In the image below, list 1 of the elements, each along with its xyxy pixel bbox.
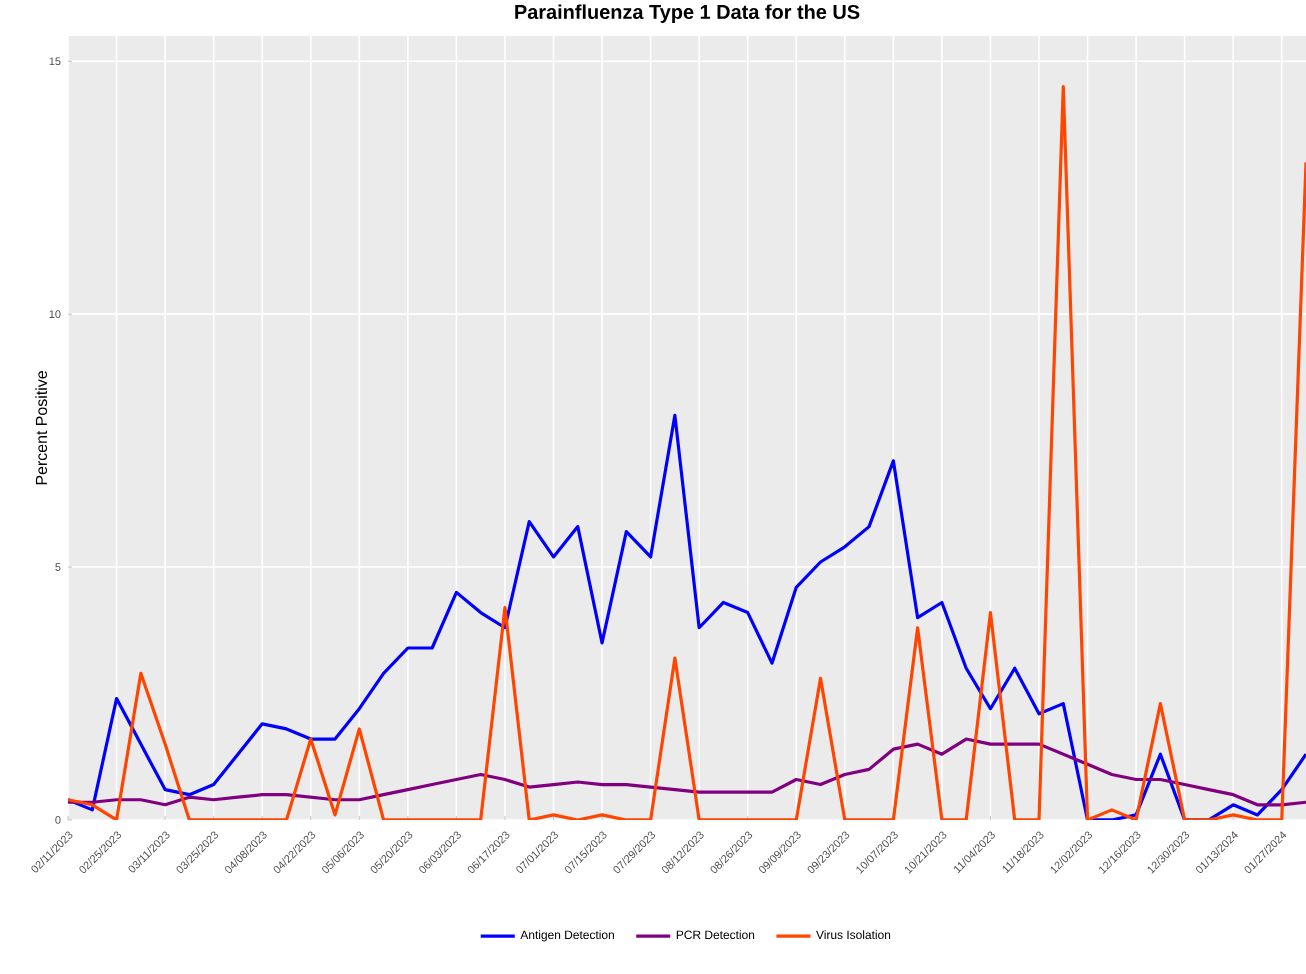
chart-title: Parainfluenza Type 1 Data for the US	[515, 4, 860, 23]
